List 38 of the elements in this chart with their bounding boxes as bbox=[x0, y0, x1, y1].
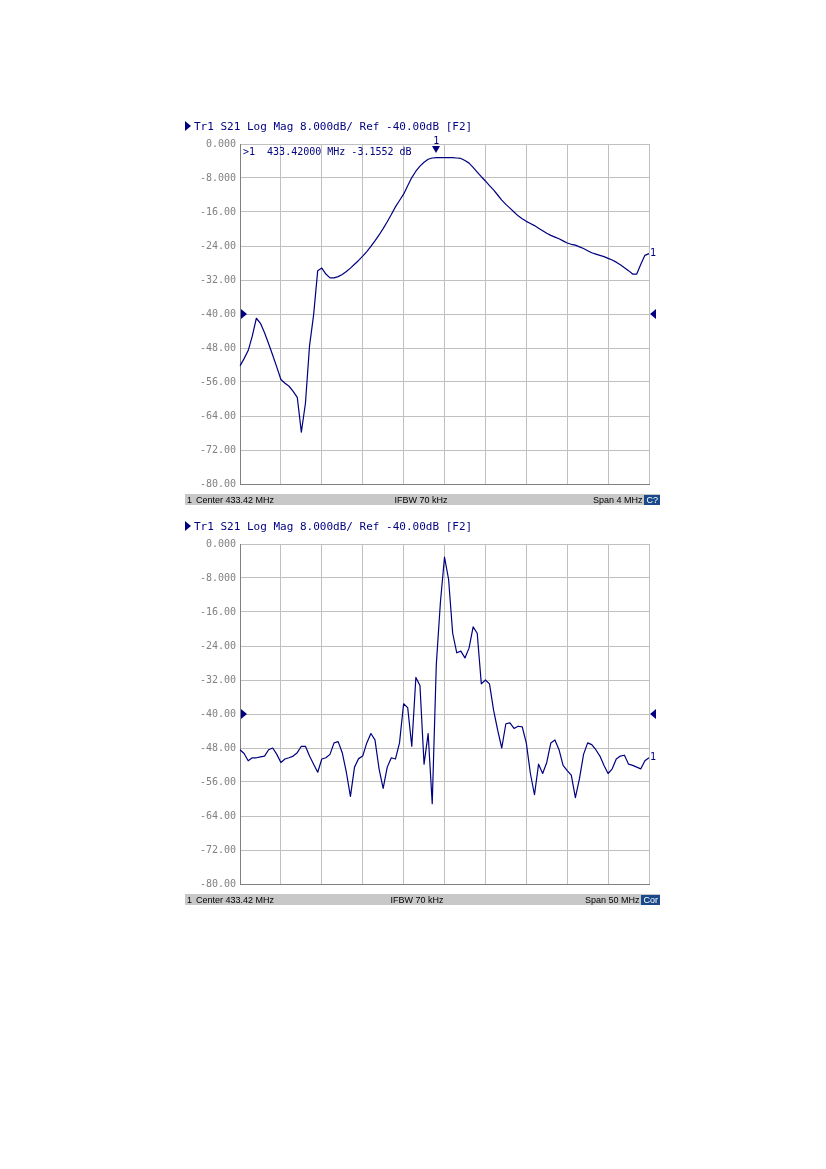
y-tick-label: -64.00 bbox=[199, 809, 236, 821]
y-tick-label: -8.000 bbox=[199, 171, 236, 183]
y-tick-label: -24.00 bbox=[199, 639, 236, 651]
y-tick-label: -40.00 bbox=[199, 307, 236, 319]
y-tick-label: -40.00 bbox=[199, 707, 236, 719]
annotation: >1 433.42000 MHz -3.1552 dB bbox=[243, 145, 412, 157]
y-tick-label: -24.00 bbox=[199, 239, 236, 251]
text: IFBW 70 kHz bbox=[393, 494, 449, 505]
y-tick-label: -80.00 bbox=[199, 877, 236, 889]
y-tick-label: -64.00 bbox=[199, 409, 236, 421]
text: Center 433.42 MHz bbox=[195, 494, 276, 505]
text: 1 bbox=[186, 494, 193, 505]
y-tick-label: -80.00 bbox=[199, 477, 236, 489]
text: Center 433.42 MHz bbox=[195, 894, 276, 905]
y-tick-label: -32.00 bbox=[199, 273, 236, 285]
y-tick-label: -16.00 bbox=[199, 605, 236, 617]
y-tick-label: -32.00 bbox=[199, 673, 236, 685]
text: 1 bbox=[650, 751, 657, 763]
y-tick-label: 0.000 bbox=[205, 137, 236, 149]
text: 1 bbox=[650, 247, 657, 259]
y-tick-label: 0.000 bbox=[205, 537, 236, 549]
y-tick-label: -72.00 bbox=[199, 443, 236, 455]
text: C? bbox=[644, 494, 660, 505]
annotation: 1 bbox=[433, 134, 440, 146]
text: IFBW 70 kHz bbox=[389, 894, 445, 905]
text: Cor bbox=[641, 894, 660, 905]
chart-title: Tr1 S21 Log Mag 8.000dB/ Ref -40.00dB [F2] bbox=[194, 119, 473, 133]
y-tick-label: -48.00 bbox=[199, 341, 236, 353]
y-tick-label: -56.00 bbox=[199, 775, 236, 787]
y-tick-label: -16.00 bbox=[199, 205, 236, 217]
text: Span 50 MHz bbox=[583, 894, 641, 905]
text: Span 4 MHz bbox=[591, 494, 644, 505]
y-tick-label: -48.00 bbox=[199, 741, 236, 753]
text: 1 bbox=[186, 894, 193, 905]
y-tick-label: -72.00 bbox=[199, 843, 236, 855]
y-tick-label: -56.00 bbox=[199, 375, 236, 387]
y-tick-label: -8.000 bbox=[199, 571, 236, 583]
chart-title: Tr1 S21 Log Mag 8.000dB/ Ref -40.00dB [F2] bbox=[194, 519, 473, 533]
